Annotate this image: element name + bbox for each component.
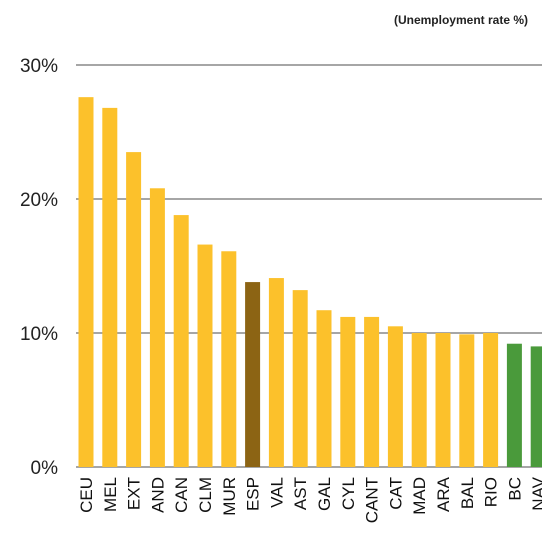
bar-mur [221, 251, 237, 467]
bar-ceu [78, 97, 94, 467]
x-tick-label: GAL [315, 477, 334, 511]
bar-ast [292, 290, 308, 467]
bar-ara [435, 333, 451, 467]
y-tick-label: 30% [20, 56, 58, 77]
bar-ext [126, 152, 142, 467]
bar-bal [459, 334, 475, 467]
bar-nav [530, 346, 542, 467]
bar-rio [483, 333, 499, 467]
x-tick-label: ARA [434, 476, 453, 512]
x-tick-label: CEU [77, 477, 96, 513]
x-tick-label: BAL [458, 477, 477, 509]
bar-esp [245, 282, 261, 467]
bar-can [173, 215, 189, 467]
x-tick-label: CANT [363, 477, 382, 523]
bar-cant [364, 316, 380, 467]
bar-mad [411, 333, 427, 467]
bar-gal [316, 310, 332, 467]
x-tick-label: CLM [196, 477, 215, 513]
x-tick-label: VAL [267, 477, 286, 508]
bar-cat [387, 326, 403, 467]
bar-bc [506, 343, 522, 467]
y-tick-label: 10% [20, 324, 58, 345]
x-tick-label: MAD [410, 477, 429, 515]
x-tick-label: AST [291, 477, 310, 510]
y-tick-label: 20% [20, 190, 58, 211]
x-tick-label: CAT [386, 477, 405, 510]
x-tick-label: RIO [482, 477, 501, 507]
x-tick-label: AND [148, 477, 167, 513]
bar-cyl [340, 316, 356, 467]
x-tick-label: CAN [172, 477, 191, 513]
y-axis-label: (Unemployment rate %) [394, 13, 528, 27]
x-tick-label: ESP [244, 477, 263, 511]
x-tick-label: EXT [125, 477, 144, 510]
x-tick-labels: CEU MEL EXT AND CAN CLM MUR ESP VAL AST GAL CYL CANT… [77, 476, 542, 523]
bars [78, 97, 542, 467]
x-tick-label: BC [505, 477, 524, 501]
y-tick-label: 0% [31, 458, 59, 479]
bar-and [149, 188, 165, 467]
bar-clm [197, 244, 213, 467]
x-tick-label: MUR [220, 477, 239, 516]
bar-mel [102, 107, 118, 467]
bar-val [268, 278, 284, 467]
y-tick-labels: 0% 10% 20% 30% [20, 56, 58, 479]
x-tick-label: NAV [529, 476, 542, 510]
x-tick-label: CYL [339, 477, 358, 510]
x-tick-label: MEL [101, 477, 120, 512]
